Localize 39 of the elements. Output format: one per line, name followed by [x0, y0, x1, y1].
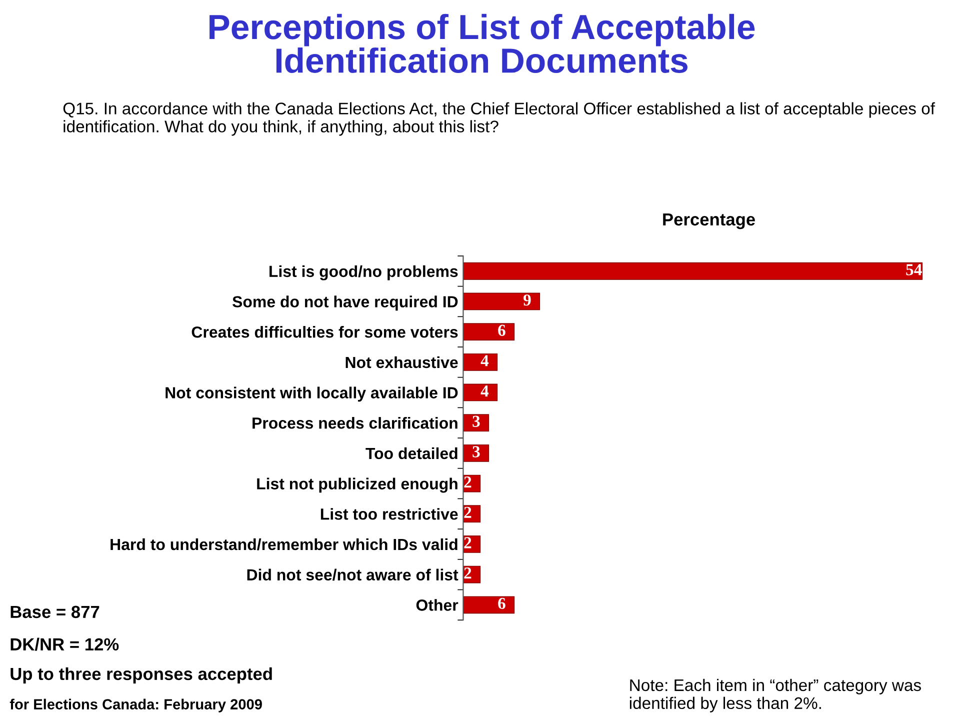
y-tick-label: Too detailed [366, 447, 458, 460]
chart-title: Perceptions of List of Acceptable Identification Documents [210, 14, 755, 73]
data-label: 2 [464, 537, 472, 548]
bar [463, 444, 490, 462]
bar [463, 262, 923, 280]
data-label: 6 [498, 598, 506, 610]
y-tick-label: Other [416, 599, 458, 611]
text: Note: Each item in “other” category was identified by less than 2%. [630, 678, 921, 712]
data-label: 3 [472, 416, 480, 428]
y-tick-label: Creates difficulties for some voters [192, 326, 458, 338]
data-label: 2 [464, 506, 472, 518]
chart-subtitle: Q15. In accordance with the Canada Elections Act, the Chief Electoral Officer established a list of acceptable pieces of identification. What do you think, if anything, about this list? [63, 102, 936, 136]
text: Up to three responses accepted [10, 667, 272, 684]
bar [463, 292, 540, 310]
text: Base = 877 [10, 606, 100, 618]
data-label: 9 [523, 294, 531, 306]
bar [463, 596, 515, 614]
y-tick-label: Some do not have required ID [232, 296, 458, 311]
bar [463, 353, 498, 371]
y-tick-label: Not exhaustive [346, 356, 458, 368]
data-label: 54 [906, 264, 922, 276]
y-tick-label: List is good/no problems [270, 265, 458, 280]
y-tick-label: Process needs clarification [252, 417, 458, 429]
bar [463, 414, 490, 432]
data-label: 2 [464, 568, 472, 579]
text: for Elections Canada: February 2009 [10, 698, 262, 712]
data-label: 4 [480, 355, 489, 366]
x-axis-title: Percentage [663, 213, 755, 230]
y-tick-label: List not publicized enough [257, 478, 458, 493]
bar [463, 323, 515, 341]
y-tick-label: Did not see/not aware of list [247, 568, 458, 581]
text: DK/NR = 12% [10, 638, 119, 651]
data-label: 3 [472, 446, 480, 458]
data-label: 6 [498, 324, 506, 336]
data-label: 4 [480, 386, 489, 396]
data-label: 2 [464, 476, 472, 488]
y-tick-label: Hard to understand/remember which IDs valid [110, 538, 458, 550]
y-tick-label: Not consistent with locally available ID [166, 386, 458, 402]
y-tick-label: List too restrictive [320, 508, 458, 520]
